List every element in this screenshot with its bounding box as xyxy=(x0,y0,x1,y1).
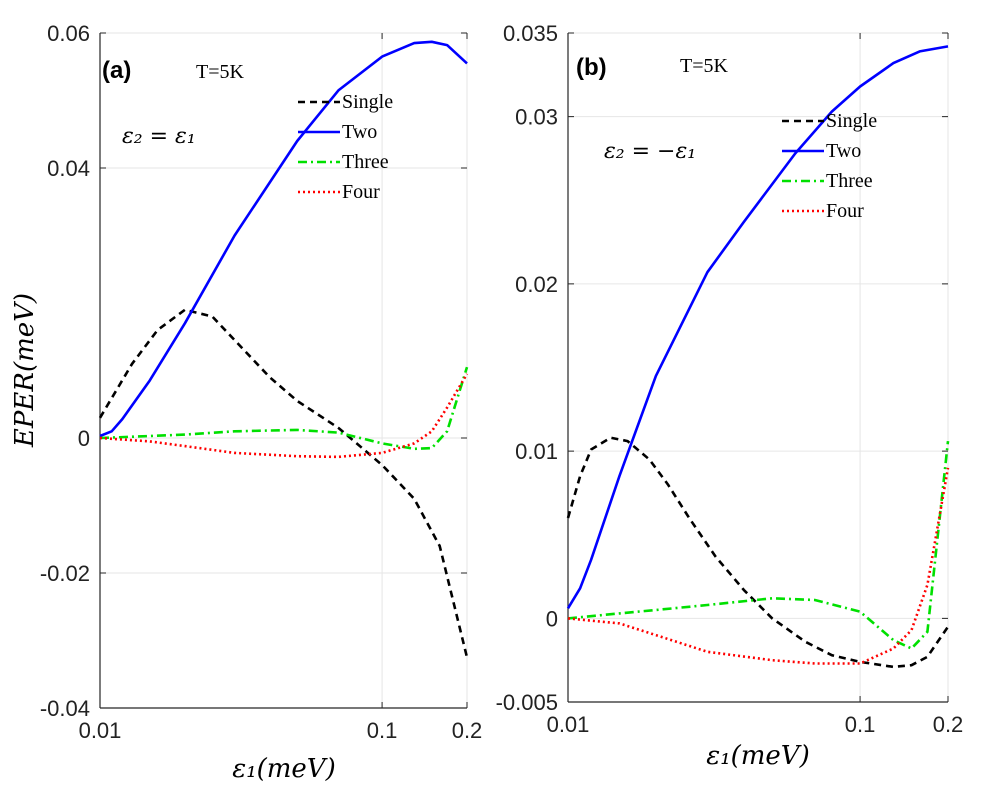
y-tick-label: -0.02 xyxy=(40,561,90,586)
legend-label-three: Three xyxy=(826,170,873,192)
temperature-label: T=5K xyxy=(680,55,728,77)
y-tick-label: 0.03 xyxy=(515,105,558,130)
y-tick-label: 0.06 xyxy=(47,21,90,46)
chart-panel-b: 0.01 0.1 0.2 -0.005 0 0.01 0.02 0.03 0.035 Single… xyxy=(496,21,964,771)
series-line-two xyxy=(99,40,468,438)
y-tick-label: 0.035 xyxy=(503,21,558,46)
legend-label-four: Four xyxy=(342,181,380,203)
series-line-four xyxy=(567,467,950,665)
legend-label-two: Two xyxy=(342,121,377,143)
x-tick-label: 0.01 xyxy=(79,718,122,743)
x-axis-label: ε₁(meV) xyxy=(232,754,335,784)
plot-area xyxy=(100,33,467,708)
y-tick-label: 0 xyxy=(78,426,90,451)
y-tick-label: 0.04 xyxy=(47,156,90,181)
y-tick-label: 0.01 xyxy=(515,439,558,464)
series-line-three xyxy=(99,366,469,451)
panel-label: (b) xyxy=(576,54,607,81)
y-axis-label: EPER(meV) xyxy=(10,293,40,448)
x-tick-label: 0.2 xyxy=(452,718,483,743)
x-tick-label: 0.01 xyxy=(547,712,590,737)
legend-label-three: Three xyxy=(342,151,389,173)
legend-label-single: Single xyxy=(826,110,877,132)
x-axis-label: ε₁(meV) xyxy=(706,741,809,771)
x-tick-label: 0.2 xyxy=(933,712,964,737)
panel-label: (a) xyxy=(102,57,131,84)
series-line-three xyxy=(567,440,950,650)
x-tick-label: 0.1 xyxy=(845,712,876,737)
y-tick-label: -0.04 xyxy=(40,696,90,721)
condition-label: ε₂ = ε₁ xyxy=(122,124,196,149)
y-tick-label: 0.02 xyxy=(515,272,558,297)
y-tick-label: -0.005 xyxy=(496,690,558,715)
temperature-label: T=5K xyxy=(196,61,244,83)
legend-label-four: Four xyxy=(826,200,864,222)
x-tick-label: 0.1 xyxy=(367,718,398,743)
series-line-single xyxy=(566,436,950,669)
series-line-two xyxy=(566,45,949,609)
chart-panel-a: 0.01 0.1 0.2 -0.04 -0.02 0 0.04 0.06 Single Two Th… xyxy=(10,21,482,784)
plot-area xyxy=(568,33,948,702)
y-tick-label: 0 xyxy=(546,606,558,631)
condition-label: ε₂ = −ε₁ xyxy=(604,139,696,164)
legend-label-two: Two xyxy=(826,140,861,162)
legend-label-single: Single xyxy=(342,91,393,113)
